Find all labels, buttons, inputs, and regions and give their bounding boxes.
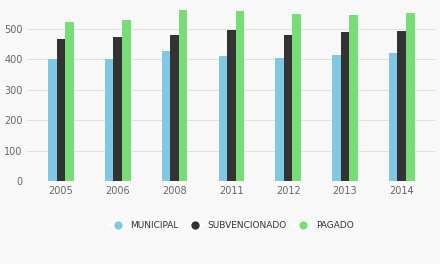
Bar <box>122 20 131 181</box>
Bar <box>65 22 73 181</box>
Bar <box>219 56 227 181</box>
Legend: MUNICIPAL, SUBVENCIONADO, PAGADO: MUNICIPAL, SUBVENCIONADO, PAGADO <box>105 218 357 234</box>
Bar <box>389 53 397 181</box>
Bar <box>48 59 57 181</box>
Bar <box>275 58 284 181</box>
Bar <box>235 11 244 181</box>
Bar <box>57 39 65 181</box>
Bar <box>179 10 187 181</box>
Bar <box>105 59 114 181</box>
Bar <box>293 14 301 181</box>
Bar <box>349 16 358 181</box>
Bar <box>227 30 235 181</box>
Bar <box>397 31 406 181</box>
Bar <box>170 35 179 181</box>
Bar <box>341 32 349 181</box>
Bar <box>114 37 122 181</box>
Bar <box>162 51 170 181</box>
Bar <box>284 35 293 181</box>
Bar <box>406 13 414 181</box>
Bar <box>332 55 341 181</box>
